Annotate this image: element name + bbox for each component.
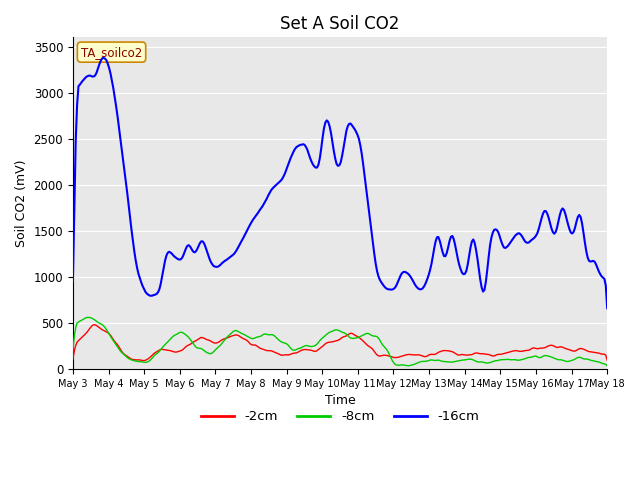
Title: Set A Soil CO2: Set A Soil CO2 (280, 15, 400, 33)
X-axis label: Time: Time (324, 394, 355, 407)
Legend: -2cm, -8cm, -16cm: -2cm, -8cm, -16cm (195, 405, 485, 429)
Text: TA_soilco2: TA_soilco2 (81, 46, 142, 59)
Y-axis label: Soil CO2 (mV): Soil CO2 (mV) (15, 159, 28, 247)
